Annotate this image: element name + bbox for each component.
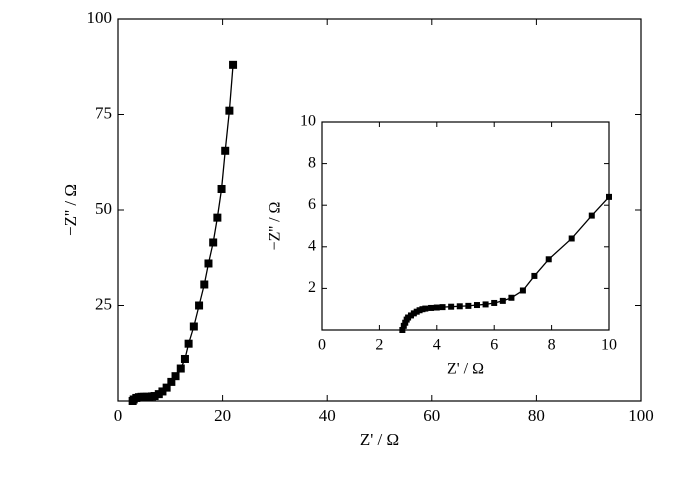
data-point xyxy=(428,304,435,311)
data-point xyxy=(545,256,552,263)
data-point xyxy=(588,212,595,219)
data-point xyxy=(184,339,193,348)
y-tick-label: 2 xyxy=(308,279,316,296)
x-axis-label: Z' / Ω xyxy=(447,361,484,378)
y-tick-label: 6 xyxy=(308,196,316,213)
data-point xyxy=(519,287,526,294)
x-tick-label: 4 xyxy=(433,337,441,354)
data-point xyxy=(204,259,213,268)
x-tick-label: 100 xyxy=(628,406,654,425)
data-point xyxy=(162,383,171,392)
data-point xyxy=(167,377,176,386)
data-point xyxy=(229,60,238,69)
data-point xyxy=(606,193,612,200)
data-point xyxy=(568,235,575,242)
x-tick-label: 10 xyxy=(601,337,617,354)
y-tick-label: 50 xyxy=(95,199,112,218)
x-tick-label: 6 xyxy=(490,337,498,354)
data-point xyxy=(213,213,222,222)
data-point xyxy=(400,322,407,329)
plot-frame xyxy=(321,121,610,331)
y-tick-label: 8 xyxy=(308,154,316,171)
data-point xyxy=(225,106,234,115)
y-tick-label: 75 xyxy=(95,103,112,122)
x-tick-label: 8 xyxy=(548,337,556,354)
data-point xyxy=(176,364,185,373)
data-point xyxy=(465,302,472,309)
x-tick-label: 60 xyxy=(423,406,440,425)
data-point xyxy=(158,387,167,396)
data-point xyxy=(217,184,226,193)
data-point xyxy=(422,305,429,312)
x-tick-label: 0 xyxy=(318,337,326,354)
data-point xyxy=(209,238,218,247)
data-point xyxy=(189,322,198,331)
y-tick-label: 100 xyxy=(87,8,113,27)
data-point xyxy=(439,304,446,311)
data-point xyxy=(399,327,406,333)
data-point xyxy=(171,372,180,381)
data-point xyxy=(180,354,189,363)
data-point xyxy=(433,304,440,311)
y-axis-label: −Z'' / Ω xyxy=(267,201,284,250)
y-axis-label: −Z'' / Ω xyxy=(61,184,80,236)
y-tick-label: 4 xyxy=(308,237,316,254)
x-tick-label: 40 xyxy=(319,406,336,425)
data-point xyxy=(499,297,506,304)
x-tick-label: 2 xyxy=(375,337,383,354)
data-point xyxy=(482,301,489,308)
data-point xyxy=(195,301,204,310)
data-point xyxy=(456,303,463,310)
x-tick-label: 20 xyxy=(214,406,231,425)
y-tick-label: 25 xyxy=(95,294,112,313)
data-point xyxy=(402,319,409,326)
x-tick-label: 80 xyxy=(528,406,545,425)
data-point xyxy=(150,392,159,401)
data-point xyxy=(491,299,498,306)
x-axis-label: Z' / Ω xyxy=(360,430,399,449)
chart-inset: 0 2 4 6 8 10 2 4 6 8 10 Z' / Ω −Z'' / Ω xyxy=(267,113,617,378)
data-point xyxy=(473,302,480,309)
data-point xyxy=(200,280,209,289)
x-tick-label: 0 xyxy=(114,406,123,425)
data-point xyxy=(531,272,538,279)
data-point xyxy=(508,294,515,301)
data-point xyxy=(221,146,230,155)
data-point xyxy=(448,303,455,310)
y-tick-label: 10 xyxy=(300,113,316,130)
